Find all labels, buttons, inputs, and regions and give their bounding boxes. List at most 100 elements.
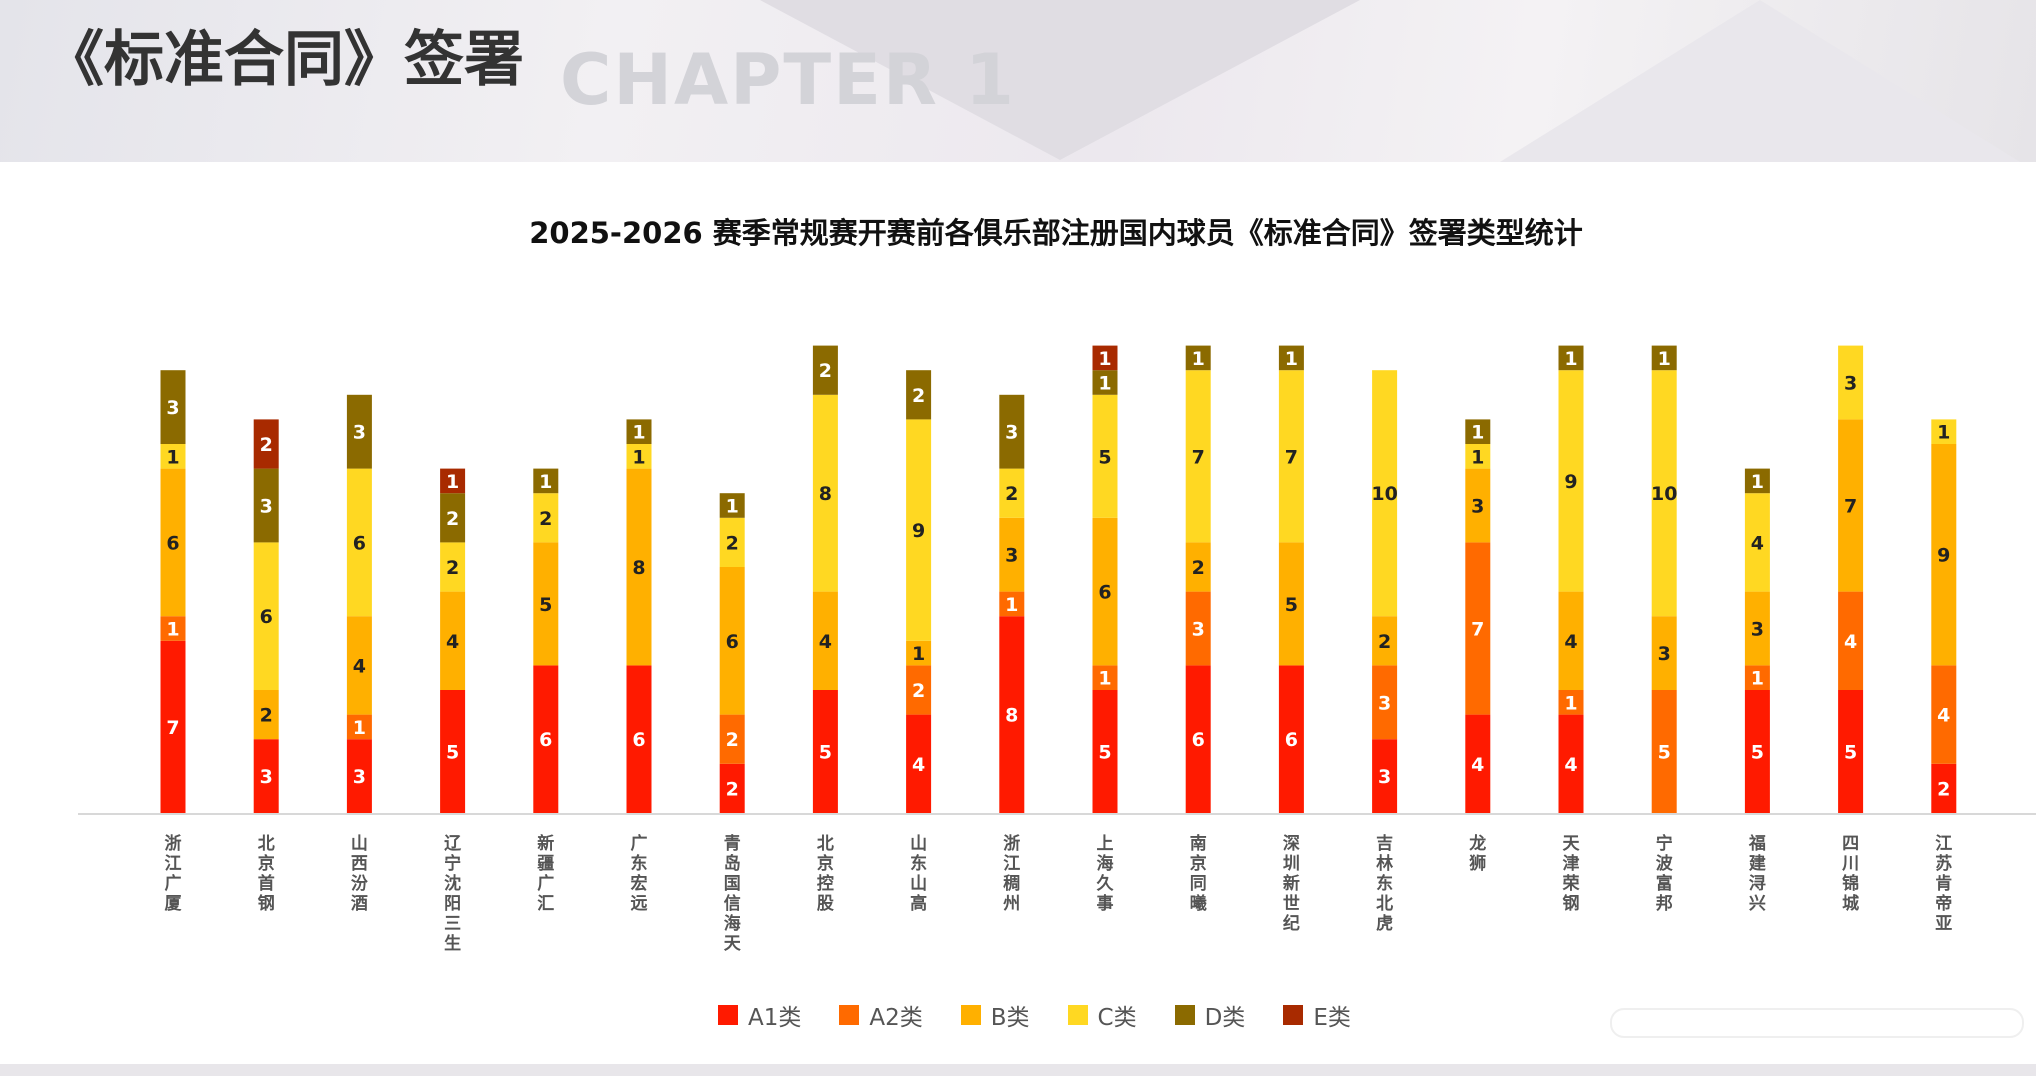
- data-label: 3: [353, 766, 366, 788]
- data-label: 3: [166, 397, 179, 419]
- bar-segment: [1651, 345, 1677, 371]
- x-tick-label: 四: [1842, 834, 1859, 854]
- x-tick-label: 江: [1935, 834, 1952, 854]
- data-label: 2: [1378, 631, 1391, 653]
- bar-segment: [1372, 665, 1398, 740]
- x-tick-label: 天: [724, 934, 742, 954]
- bar-segment: [719, 493, 745, 518]
- bar-segment: [440, 690, 466, 813]
- data-label: 1: [1658, 348, 1671, 370]
- footer-strip: [0, 1064, 2036, 1076]
- data-label: 3: [1192, 619, 1205, 641]
- data-label: 6: [1192, 729, 1205, 751]
- data-label: 1: [1751, 471, 1764, 493]
- x-tick-label: 江: [165, 854, 182, 874]
- data-label: 5: [446, 742, 459, 764]
- data-label: 4: [353, 655, 366, 677]
- data-label: 2: [446, 557, 459, 579]
- data-label: 7: [1285, 446, 1298, 468]
- bar-segment: [999, 394, 1025, 469]
- bar-segment: [719, 517, 745, 567]
- x-tick-label: 浙: [1003, 833, 1020, 854]
- data-label: 2: [1005, 483, 1018, 505]
- x-tick-label: 波: [1656, 853, 1674, 874]
- bar-segment: [1465, 444, 1491, 469]
- bar-segment: [253, 468, 279, 543]
- data-label: 7: [1471, 619, 1484, 641]
- data-label: 2: [446, 508, 459, 530]
- x-tick-label: 圳: [1283, 854, 1300, 874]
- x-tick-label: 龙: [1468, 833, 1486, 854]
- bar-segment: [1278, 665, 1304, 813]
- x-tick-label: 西: [351, 854, 368, 874]
- data-label: 9: [1564, 471, 1577, 493]
- bar-segment: [533, 542, 559, 666]
- x-tick-label: 岛: [724, 853, 741, 874]
- legend-item: A2类: [839, 998, 923, 1032]
- x-tick-label: 江: [1003, 854, 1020, 874]
- bar-segment: [812, 591, 838, 690]
- bar-segment: [1185, 370, 1211, 543]
- scrollbar[interactable]: [1610, 1008, 2024, 1038]
- bar-segment: [253, 542, 279, 690]
- data-label: 5: [819, 742, 832, 764]
- data-label: 3: [1378, 766, 1391, 788]
- decor-triangle: [1500, 0, 2020, 162]
- legend-item: A1类: [718, 998, 801, 1032]
- x-tick-label: 稠: [1003, 873, 1020, 894]
- x-tick-label: 建: [1749, 853, 1766, 874]
- x-tick-label: 浔: [1749, 873, 1766, 894]
- x-tick-label: 山: [910, 874, 927, 894]
- data-label: 1: [1471, 422, 1484, 444]
- x-tick-label: 福: [1748, 833, 1766, 854]
- x-tick-label: 宁: [1656, 833, 1673, 854]
- x-tick-label: 海: [724, 913, 741, 934]
- bar-segment: [253, 419, 279, 469]
- data-label: 1: [1098, 668, 1111, 690]
- bar-segment: [1092, 370, 1118, 395]
- bar-segment: [160, 616, 186, 641]
- data-label: 7: [166, 717, 179, 739]
- x-tick-label: 锦: [1842, 873, 1859, 894]
- data-label: 3: [1005, 422, 1018, 444]
- bar-segment: [1558, 714, 1584, 813]
- bar-segment: [1278, 345, 1304, 371]
- data-label: 1: [1564, 692, 1577, 714]
- data-label: 2: [726, 778, 739, 800]
- bar-segment: [1092, 665, 1118, 690]
- data-label: 4: [819, 631, 832, 653]
- legend-swatch: [1283, 1005, 1304, 1025]
- bar-segment: [999, 517, 1025, 592]
- x-tick-label: 广: [165, 873, 182, 894]
- bar-segment: [1092, 345, 1118, 371]
- data-label: 2: [1192, 557, 1205, 579]
- slide-header: CHAPTER 1 《标准合同》签署: [0, 0, 2036, 162]
- legend-label: C类: [1097, 1005, 1137, 1031]
- bar-segment: [1931, 763, 1957, 813]
- x-tick-label: 新: [1283, 873, 1300, 894]
- x-tick-label: 国: [724, 874, 741, 894]
- x-tick-label: 邦: [1656, 893, 1673, 914]
- x-tick-label: 城: [1842, 894, 1859, 914]
- data-label: 2: [726, 532, 739, 554]
- data-label: 2: [260, 705, 273, 727]
- data-label: 1: [1937, 422, 1950, 444]
- data-label: 6: [539, 729, 552, 751]
- data-label: 3: [1005, 545, 1018, 567]
- bar-segment: [1558, 345, 1584, 371]
- data-label: 2: [539, 508, 552, 530]
- bar-segment: [626, 468, 652, 666]
- data-label: 1: [166, 619, 179, 641]
- data-label: 2: [260, 434, 273, 456]
- data-label: 5: [539, 594, 552, 616]
- x-tick-label: 青: [724, 833, 741, 854]
- data-label: 5: [1844, 742, 1857, 764]
- x-tick-label: 广: [537, 873, 554, 894]
- x-tick-label: 控: [817, 873, 834, 894]
- x-tick-label: 厦: [165, 894, 183, 914]
- data-label: 6: [1285, 729, 1298, 751]
- bar-segment: [440, 468, 466, 494]
- legend-swatch: [960, 1005, 981, 1025]
- x-tick-label: 上: [1097, 834, 1114, 854]
- data-label: 2: [819, 360, 832, 382]
